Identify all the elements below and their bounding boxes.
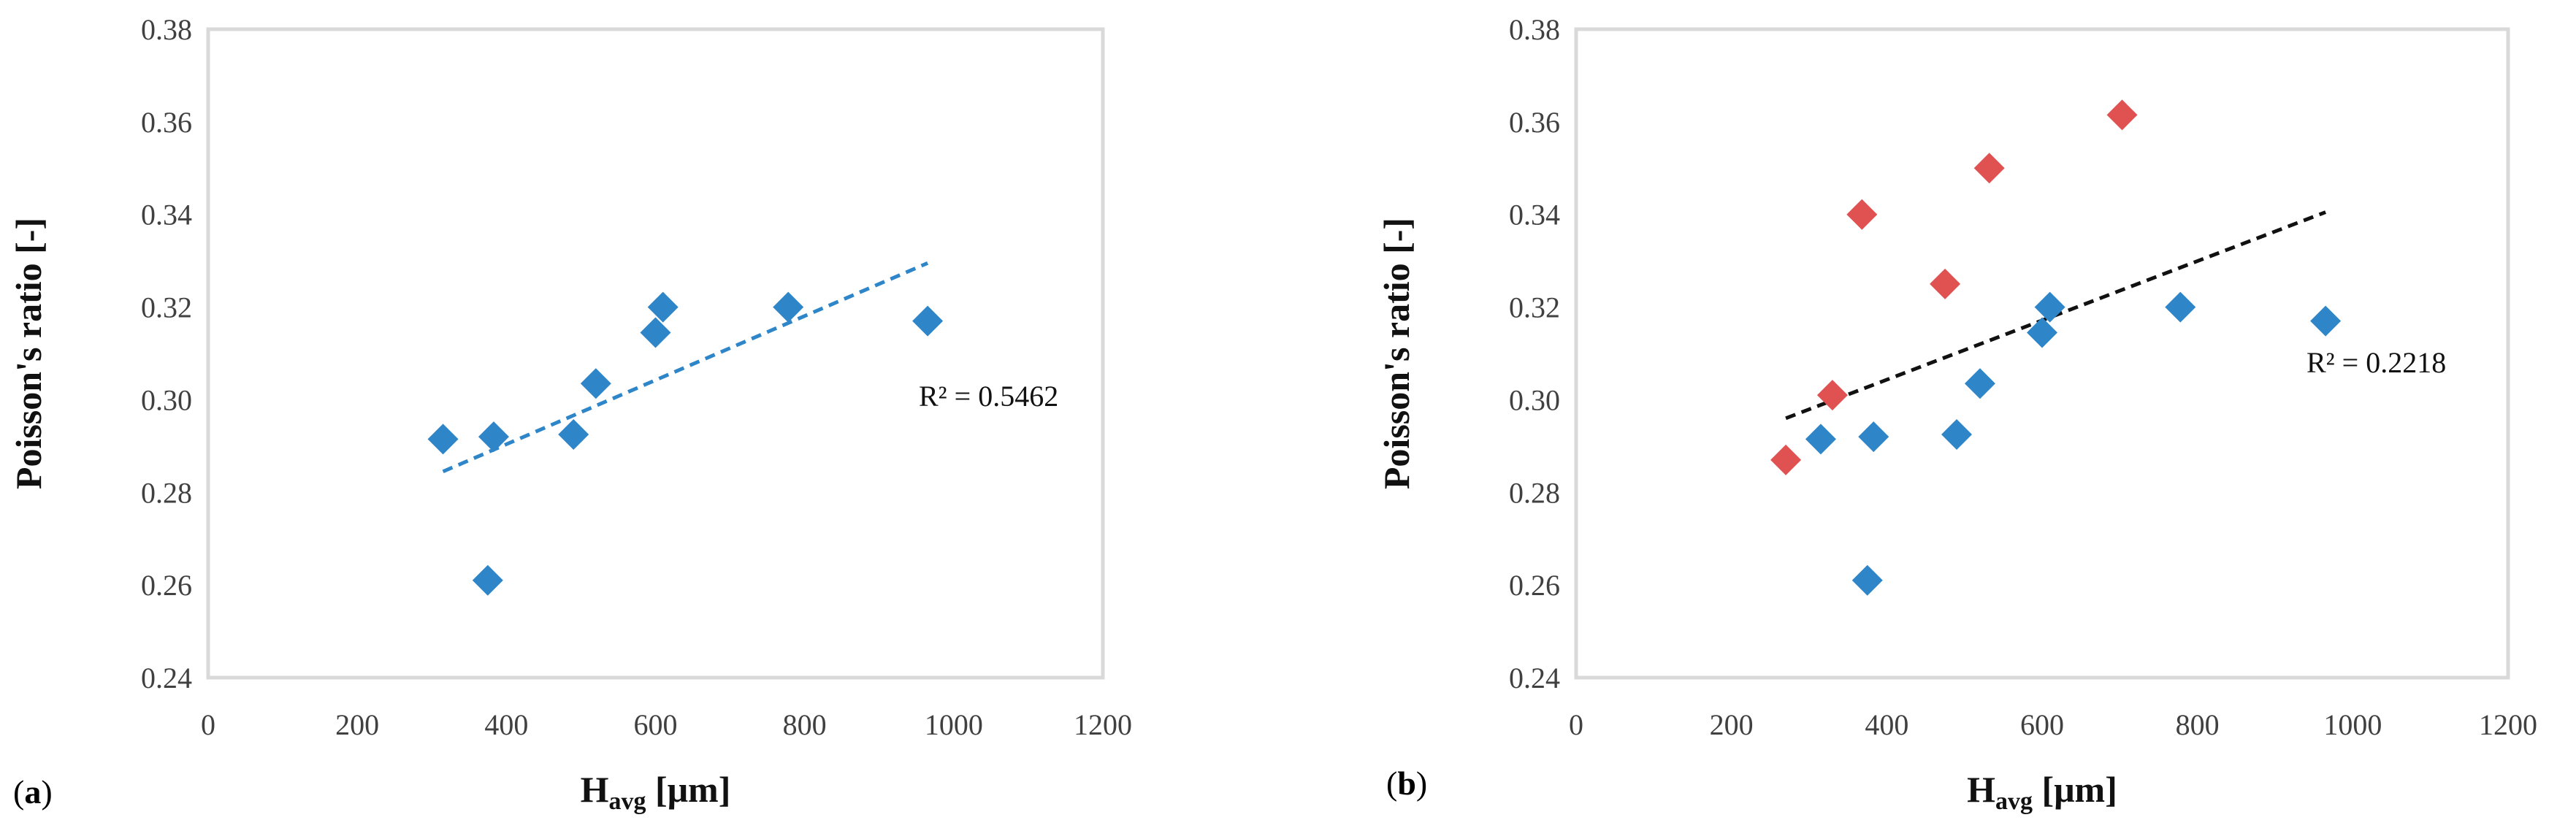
panel-label: (b) — [1386, 765, 1427, 802]
data-point — [2034, 291, 2065, 323]
y-tick-label: 0.24 — [141, 662, 192, 694]
panel-label: (a) — [13, 773, 53, 811]
panel-label-letter: a — [24, 773, 41, 811]
y-tick-labels: 0.24 0.26 0.28 0.30 0.32 0.34 0.36 0.38 — [1509, 13, 1560, 694]
x-axis-title-main: H — [581, 769, 609, 810]
data-point — [558, 419, 589, 450]
data-point — [1770, 444, 1802, 475]
data-point — [912, 305, 944, 337]
y-tick-label: 0.26 — [1509, 569, 1560, 602]
x-axis-title-unit: [μm] — [646, 769, 731, 810]
y-tick-label: 0.38 — [1509, 13, 1560, 46]
x-axis-title: Havg [μm] — [581, 769, 731, 815]
x-tick-label: 400 — [1865, 708, 1908, 741]
x-tick-labels: 0 200 400 600 800 1000 1200 — [1569, 708, 2537, 741]
y-tick-label: 0.34 — [141, 199, 192, 231]
data-points — [427, 291, 944, 596]
data-point — [2027, 317, 2057, 348]
x-tick-label: 800 — [2176, 708, 2220, 741]
y-tick-label: 0.26 — [141, 569, 192, 602]
x-tick-label: 0 — [201, 708, 215, 741]
x-tick-label: 1000 — [2323, 708, 2382, 741]
y-tick-label: 0.34 — [1509, 199, 1560, 231]
panel-label-letter: b — [1397, 765, 1416, 802]
data-point — [1851, 564, 1883, 596]
data-point — [1805, 424, 1836, 455]
data-point — [1973, 153, 2005, 184]
x-axis-title-unit: [μm] — [2033, 769, 2117, 810]
x-tick-labels: 0 200 400 600 800 1000 1200 — [201, 708, 1132, 741]
r-squared-label: R² = 0.5462 — [919, 380, 1058, 413]
y-tick-label: 0.32 — [141, 291, 192, 324]
data-point — [2165, 291, 2196, 323]
data-point — [472, 564, 503, 596]
x-axis-title-subscript: avg — [609, 788, 646, 815]
x-tick-label: 1000 — [925, 708, 983, 741]
data-point — [1816, 380, 1848, 411]
data-point — [2106, 99, 2138, 131]
x-tick-label: 1200 — [1074, 708, 1132, 741]
chart-panel-b: 0.24 0.26 0.28 0.30 0.32 0.34 0.36 0.38 0 200 400… — [1376, 13, 2537, 815]
y-tick-label: 0.38 — [141, 13, 192, 46]
plot-area — [1574, 27, 2510, 680]
data-point — [1964, 368, 1995, 399]
x-tick-label: 0 — [1569, 708, 1583, 741]
y-tick-label: 0.30 — [141, 383, 192, 416]
y-tick-label: 0.30 — [1509, 383, 1560, 416]
data-points — [1770, 99, 2342, 596]
plot-area — [206, 27, 1105, 680]
data-point — [427, 424, 459, 455]
y-tick-label: 0.24 — [1509, 662, 1560, 694]
data-point — [478, 421, 509, 453]
x-tick-label: 800 — [783, 708, 827, 741]
trendline — [442, 261, 929, 474]
chart-panel-a: 0.24 0.26 0.28 0.30 0.32 0.34 0.36 0.38 0 200 400… — [8, 13, 1132, 815]
y-tick-label: 0.28 — [1509, 476, 1560, 509]
y-tick-label: 0.36 — [141, 106, 192, 139]
y-axis-title: Poisson's ratio [-] — [8, 218, 49, 489]
x-axis-title: Havg [μm] — [1967, 769, 2117, 815]
y-tick-labels: 0.24 0.26 0.28 0.30 0.32 0.34 0.36 0.38 — [141, 13, 192, 694]
y-axis-title: Poisson's ratio [-] — [1376, 218, 1417, 489]
x-axis-title-subscript: avg — [1995, 788, 2033, 815]
x-tick-label: 200 — [335, 708, 379, 741]
data-point — [1858, 421, 1889, 453]
data-point — [1930, 268, 1961, 299]
x-tick-label: 400 — [484, 708, 528, 741]
data-point — [1846, 199, 1878, 230]
x-axis-title-main: H — [1967, 769, 1995, 810]
x-tick-label: 1200 — [2479, 708, 2537, 741]
data-point — [1941, 419, 1973, 450]
data-point — [773, 291, 804, 323]
y-tick-label: 0.36 — [1509, 106, 1560, 139]
data-point — [640, 317, 671, 348]
x-tick-label: 600 — [634, 708, 678, 741]
x-tick-label: 600 — [2020, 708, 2064, 741]
x-tick-label: 200 — [1710, 708, 1754, 741]
r-squared-label: R² = 0.2218 — [2306, 346, 2446, 379]
y-tick-label: 0.32 — [1509, 291, 1560, 324]
data-point — [647, 291, 679, 323]
data-point — [2310, 305, 2342, 337]
data-point — [580, 368, 611, 399]
y-tick-label: 0.28 — [141, 476, 192, 509]
